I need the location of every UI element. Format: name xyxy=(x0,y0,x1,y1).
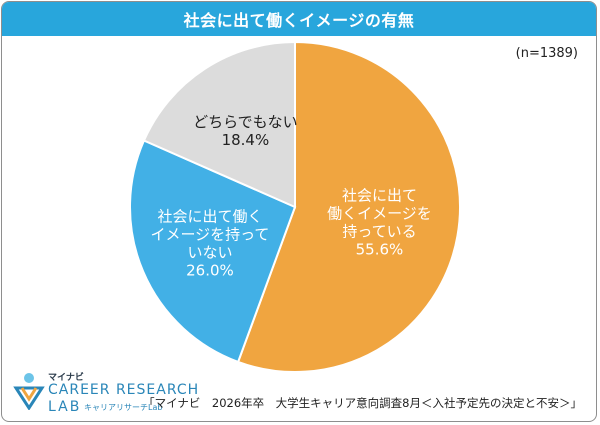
slice-value-label-1: 26.0% xyxy=(186,261,234,279)
logo-sub-text: キャリアリサーチLab xyxy=(84,403,163,412)
slice-value-label-2: 18.4% xyxy=(222,131,270,149)
sample-size-label: (n=1389) xyxy=(515,46,578,61)
slice-label-1-line-2: いない xyxy=(187,243,232,261)
pie-slice-2 xyxy=(142,40,296,209)
slice-value-label-0: 55.6% xyxy=(356,240,404,258)
pie-slice-1 xyxy=(129,139,297,364)
chart-title: 社会に出て働くイメージの有無 xyxy=(2,2,596,36)
slice-label-1-line-1: イメージを持って xyxy=(150,225,269,243)
slice-label-0-line-0: 社会に出て xyxy=(342,186,417,204)
slice-label-0-line-1: 働くイメージを xyxy=(327,204,432,222)
slice-label-0-line-2: 持っている xyxy=(342,222,416,240)
career-research-lab-logo-icon xyxy=(13,373,45,410)
slice-label-2-line-0: どちらでもない xyxy=(193,113,298,131)
pie-slice-0 xyxy=(236,40,461,373)
logo-career-research-text: CAREER RESEARCH xyxy=(48,382,200,398)
slice-label-1-line-0: 社会に出て働く xyxy=(157,207,262,225)
source-citation: 「マイナビ 2026年卒 大学生キャリア意向調査8月＜入社予定先の決定と不安＞」 xyxy=(143,396,582,410)
logo-lab-text: LAB xyxy=(48,399,82,415)
logo-brand-text: マイナビ xyxy=(48,373,84,383)
